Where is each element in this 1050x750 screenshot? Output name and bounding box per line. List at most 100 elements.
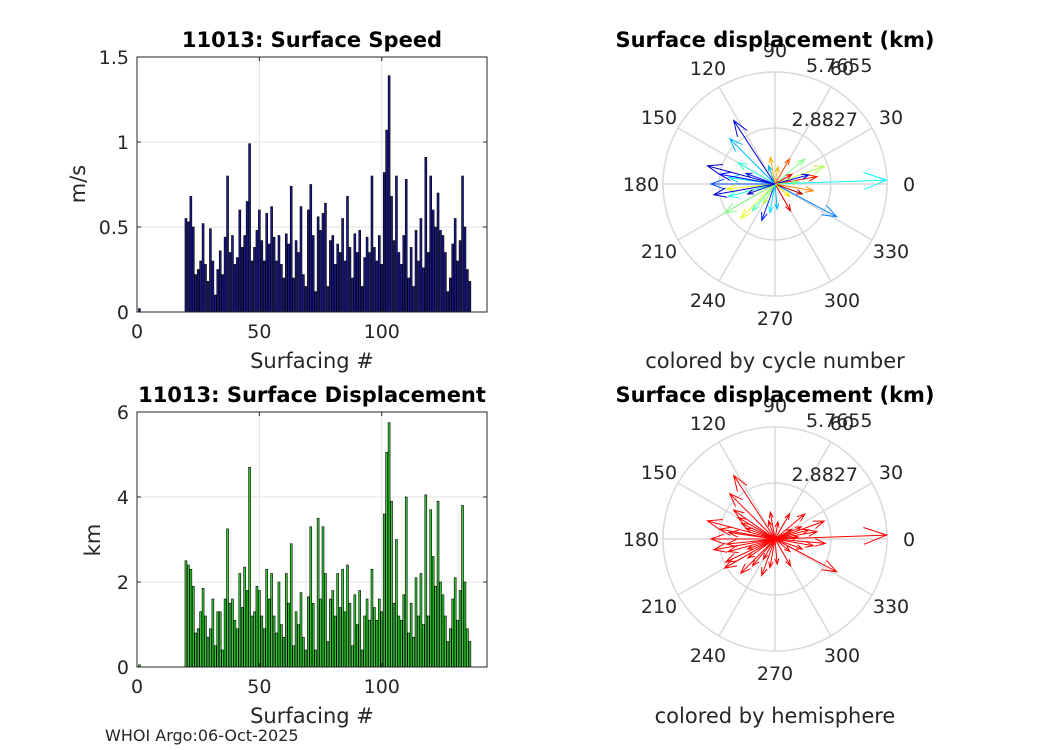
polar-chart-cycle: 0 30 60 90 120 150 180 210 240 270 300 330 2.8827 5.7… — [615, 28, 934, 373]
displacement-bar — [194, 632, 198, 668]
displacement-bar — [201, 588, 205, 668]
speed-bar — [250, 260, 254, 313]
displacement-bar — [223, 598, 227, 668]
polar-cycle-vector — [767, 164, 776, 185]
polar-cycle-vector — [723, 183, 776, 214]
speed-bar — [255, 230, 259, 313]
speed-bar — [307, 209, 310, 313]
displacement-bar — [265, 568, 268, 668]
speed-ytick-label: 0 — [117, 302, 129, 324]
polar-cycle-angle-label: 270 — [757, 308, 793, 330]
displacement-bar — [329, 598, 332, 668]
displacement-bar — [463, 581, 467, 668]
displacement-bar — [262, 628, 266, 668]
displacement-bar — [280, 624, 283, 668]
displacement-bar — [385, 452, 388, 668]
speed-bar — [319, 230, 322, 313]
displacement-bar — [287, 602, 291, 668]
polar-cycle-spoke — [718, 86, 776, 185]
displacement-bar — [355, 624, 359, 668]
speed-bar — [422, 267, 425, 313]
speed-bar — [461, 175, 464, 313]
polar-hemisphere-ring-label: 5.7655 — [806, 410, 872, 432]
displacement-bar — [245, 590, 249, 668]
displacement-bar — [199, 611, 202, 668]
displacement-bar — [429, 509, 432, 668]
polar-hemisphere-vector — [774, 538, 838, 573]
displacement-bar — [353, 594, 357, 668]
polar-hemisphere-vector — [774, 538, 780, 566]
polar-cycle-vector — [705, 164, 776, 185]
polar-hemisphere-vector — [774, 534, 800, 540]
displacement-bar — [255, 585, 259, 668]
polar-cycle-vector — [774, 157, 791, 185]
displacement-bar — [373, 607, 376, 668]
polar-hemisphere-vector — [739, 538, 776, 575]
displacement-ylabel: km — [81, 524, 105, 557]
speed-bar — [360, 286, 364, 313]
speed-bar — [184, 218, 188, 313]
displacement-bar — [184, 560, 188, 668]
polar-hemisphere-vector — [712, 538, 776, 553]
displacement-bar — [365, 598, 369, 668]
speed-bar — [436, 192, 440, 313]
polar-hemisphere-spoke — [718, 441, 776, 540]
displacement-bar — [378, 598, 381, 668]
speed-bar — [385, 129, 388, 313]
speed-bar — [209, 228, 212, 313]
displacement-bar — [277, 581, 281, 668]
displacement-bar — [250, 615, 254, 668]
speed-bar — [294, 240, 298, 313]
polar-hemisphere-angle-label: 150 — [641, 462, 677, 484]
polar-cycle-vector — [774, 183, 804, 195]
displacement-bar — [419, 573, 423, 668]
speed-bar — [331, 235, 335, 313]
polar-cycle-vector — [768, 183, 776, 215]
speed-bar — [378, 235, 381, 313]
displacement-bar — [192, 585, 195, 668]
polar-hemisphere-vector — [767, 519, 776, 540]
speed-bar — [424, 157, 428, 313]
speed-bar — [426, 252, 430, 313]
speed-bar — [324, 202, 327, 313]
polar-hemisphere-angle-label: 0 — [903, 529, 915, 551]
speed-bar — [407, 277, 410, 313]
displacement-bar — [216, 611, 220, 668]
displacement-bar — [456, 619, 459, 668]
speed-bar — [302, 274, 305, 313]
speed-bar — [299, 206, 303, 313]
displacement-ticks: 0 50 100 0 2 4 6 — [117, 402, 487, 698]
speed-bar — [449, 277, 452, 313]
displacement-bar — [309, 526, 313, 668]
polar-cycle-spoke — [774, 183, 873, 241]
displacement-bar — [446, 641, 450, 668]
polar-hemisphere-angle-label: 120 — [690, 413, 726, 435]
displacement-bars — [138, 422, 472, 668]
displacement-bar — [221, 649, 224, 668]
speed-bar — [395, 175, 398, 313]
polar-cycle-angle-label: 60 — [830, 58, 854, 80]
polar-hemisphere-angle-label: 30 — [879, 462, 903, 484]
displacement-bar — [424, 494, 428, 668]
speed-bar — [138, 308, 141, 313]
displacement-bar — [236, 628, 239, 668]
polar-cycle-vector — [709, 178, 775, 190]
displacement-title: 11013: Surface Displacement — [138, 383, 486, 407]
polar-hemisphere-vector — [774, 538, 815, 548]
polar-cycle-ring-label: 5.7655 — [806, 55, 872, 77]
speed-bar — [248, 143, 251, 313]
speed-bar — [228, 252, 232, 313]
displacement-bar — [417, 615, 420, 668]
polar-cycle-vector — [774, 172, 889, 190]
speed-bar — [353, 233, 357, 313]
displacement-bar — [451, 598, 455, 668]
displacement-bar — [319, 598, 322, 668]
polar-hemisphere-vector — [761, 538, 776, 577]
polar-cycle-angle-label: 120 — [690, 58, 726, 80]
speed-bar — [304, 286, 308, 313]
polar-hemisphere-vector — [768, 510, 776, 540]
polar-cycle-vector — [774, 183, 780, 211]
displacement-bar — [368, 619, 371, 668]
displacement-bar — [209, 628, 212, 668]
